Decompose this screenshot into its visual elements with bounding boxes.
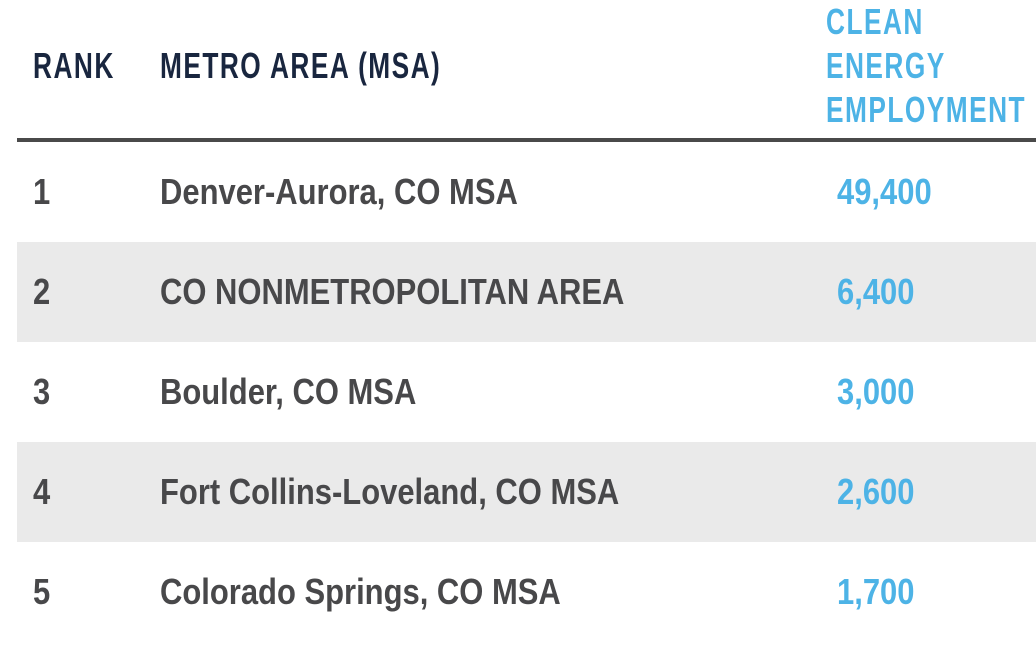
employment-cell: 3,000 [826, 371, 1036, 413]
rank-cell: 4 [33, 471, 160, 513]
table-row: 2 CO NONMETROPOLITAN AREA 6,400 [17, 242, 1036, 342]
employment-cell: 6,400 [826, 271, 1036, 313]
metro-area-cell: CO NONMETROPOLITAN AREA [160, 271, 826, 313]
table-body: 1 Denver-Aurora, CO MSA 49,400 2 CO NONM… [0, 142, 1036, 642]
column-header-clean-energy-employment-label: CLEAN ENERGY EMPLOYMENT [826, 1, 1027, 130]
employment-value: 49,400 [837, 171, 932, 212]
table-row: 3 Boulder, CO MSA 3,000 [17, 342, 1036, 442]
column-header-metro-area: METRO AREA (MSA) [160, 46, 826, 86]
metro-area-cell: Boulder, CO MSA [160, 371, 826, 413]
column-header-rank-label: RANK [33, 45, 115, 86]
rank-cell: 1 [33, 171, 160, 213]
table-row: 5 Colorado Springs, CO MSA 1,700 [17, 542, 1036, 642]
metro-area-cell: Colorado Springs, CO MSA [160, 571, 826, 613]
employment-cell: 49,400 [826, 171, 1036, 213]
metro-area-name: Denver-Aurora, CO MSA [160, 171, 518, 212]
metro-area-name: CO NONMETROPOLITAN AREA [160, 271, 625, 312]
rank-cell: 2 [33, 271, 160, 313]
rank-value: 4 [33, 471, 51, 512]
metro-area-cell: Denver-Aurora, CO MSA [160, 171, 826, 213]
metro-area-name: Colorado Springs, CO MSA [160, 571, 561, 612]
table-row: 4 Fort Collins-Loveland, CO MSA 2,600 [17, 442, 1036, 542]
rank-value: 3 [33, 371, 51, 412]
table-header-row: RANK METRO AREA (MSA) CLEAN ENERGY EMPLO… [17, 0, 1036, 142]
employment-value: 3,000 [837, 371, 915, 412]
employment-cell: 2,600 [826, 471, 1036, 513]
rank-value: 2 [33, 271, 51, 312]
employment-value: 6,400 [837, 271, 915, 312]
metro-area-cell: Fort Collins-Loveland, CO MSA [160, 471, 826, 513]
table-row: 1 Denver-Aurora, CO MSA 49,400 [17, 142, 1036, 242]
rank-cell: 3 [33, 371, 160, 413]
employment-value: 1,700 [837, 571, 915, 612]
column-header-rank: RANK [33, 46, 160, 86]
rank-value: 1 [33, 171, 51, 212]
column-header-metro-area-label: METRO AREA (MSA) [160, 45, 442, 86]
rank-cell: 5 [33, 571, 160, 613]
metro-area-name: Fort Collins-Loveland, CO MSA [160, 471, 620, 512]
employment-cell: 1,700 [826, 571, 1036, 613]
metro-area-name: Boulder, CO MSA [160, 371, 417, 412]
employment-value: 2,600 [837, 471, 915, 512]
rank-value: 5 [33, 571, 51, 612]
column-header-clean-energy-employment: CLEAN ENERGY EMPLOYMENT [826, 0, 1036, 132]
